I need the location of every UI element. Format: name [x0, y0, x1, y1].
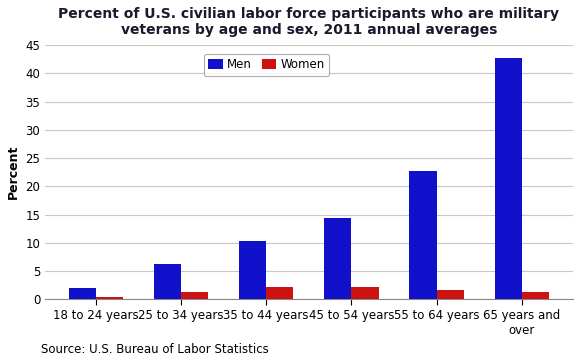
Bar [68, 288, 96, 299]
Text: Source: U.S. Bureau of Labor Statistics: Source: U.S. Bureau of Labor Statistics [41, 343, 269, 356]
Bar [437, 289, 464, 299]
Legend: Men, Women: Men, Women [204, 54, 329, 76]
Bar [522, 292, 549, 299]
Bar [154, 264, 181, 299]
Bar [96, 297, 123, 299]
Y-axis label: Percent: Percent [7, 145, 20, 199]
Bar [324, 219, 351, 299]
Bar [351, 287, 379, 299]
Bar [181, 292, 208, 299]
Bar [495, 58, 522, 299]
Title: Percent of U.S. civilian labor force participants who are military
veterans by a: Percent of U.S. civilian labor force par… [59, 7, 559, 37]
Bar [239, 241, 266, 299]
Bar [266, 287, 293, 299]
Bar [409, 171, 437, 299]
